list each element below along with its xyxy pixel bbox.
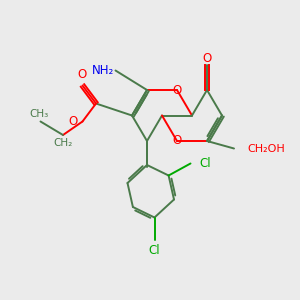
Text: O: O <box>69 115 78 128</box>
Text: O: O <box>202 52 211 64</box>
Text: NH₂: NH₂ <box>92 64 114 77</box>
Text: CH₂: CH₂ <box>53 138 73 148</box>
Text: CH₂OH: CH₂OH <box>248 143 285 154</box>
Text: O: O <box>78 68 87 81</box>
Text: Cl: Cl <box>200 157 211 170</box>
Text: CH₃: CH₃ <box>29 109 49 119</box>
Text: O: O <box>172 83 182 97</box>
Text: O: O <box>172 134 182 148</box>
Text: Cl: Cl <box>149 244 160 257</box>
